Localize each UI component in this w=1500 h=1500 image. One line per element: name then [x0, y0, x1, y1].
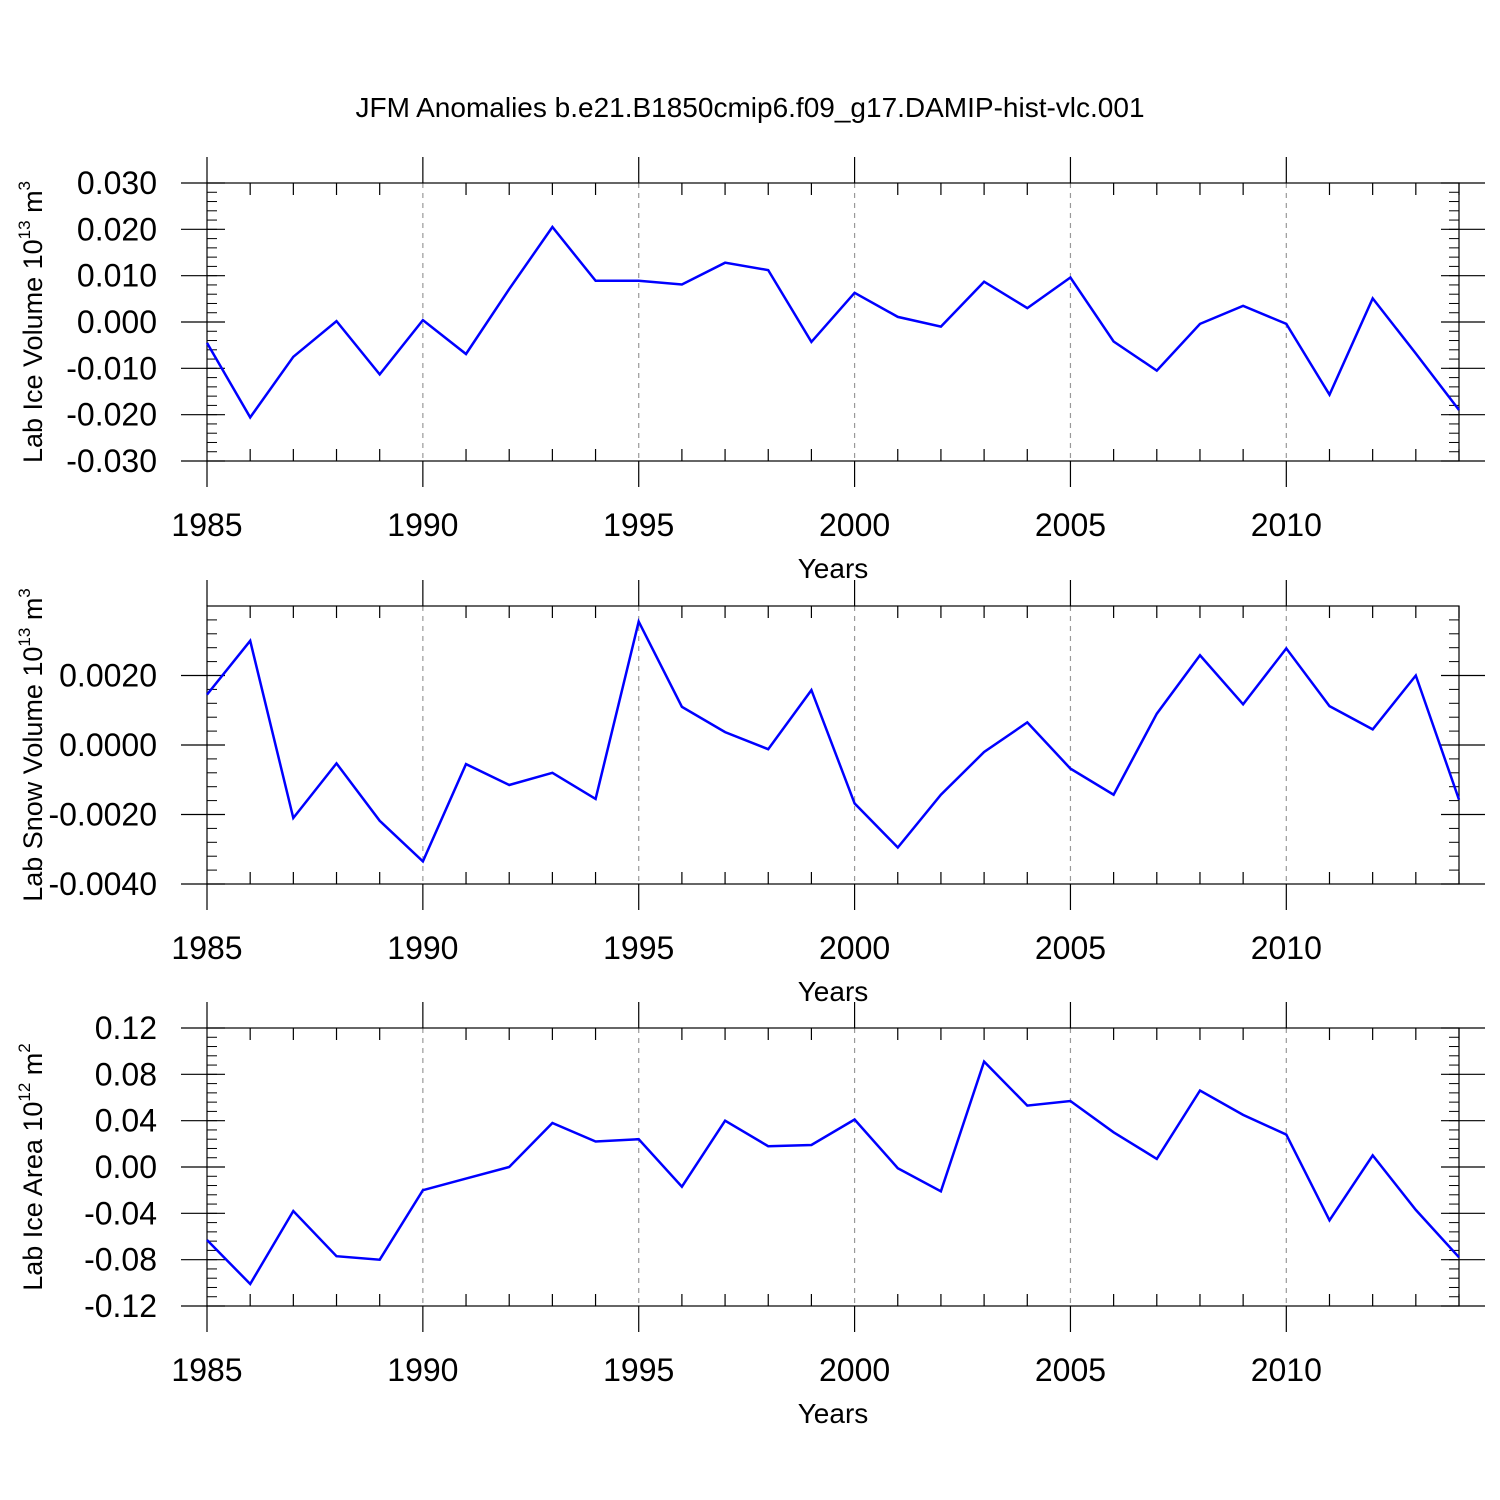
y-axis-label: Lab Ice Volume 1013 m3 — [15, 181, 48, 463]
x-tick-label: 2010 — [1251, 1352, 1322, 1388]
y-tick-label: -0.0020 — [48, 797, 157, 833]
y-tick-label: -0.030 — [66, 443, 157, 479]
plot-frame — [206, 182, 1460, 462]
series-line — [206, 1059, 1460, 1287]
figure-title: JFM Anomalies b.e21.B1850cmip6.f09_g17.D… — [355, 92, 1145, 123]
y-tick-label: 0.04 — [95, 1103, 157, 1139]
y-tick-label: -0.0040 — [48, 866, 157, 902]
x-tick-label: 1985 — [171, 1352, 242, 1388]
y-tick-label: 0.030 — [77, 165, 157, 201]
y-axis-label: Lab Snow Volume 1013 m3 — [15, 588, 48, 902]
x-tick-label: 2005 — [1035, 507, 1106, 543]
y-tick-label: 0.12 — [95, 1010, 157, 1046]
x-tick-label: 1995 — [603, 930, 674, 966]
y-tick-label: -0.04 — [84, 1195, 157, 1231]
x-tick-label: 2000 — [819, 1352, 890, 1388]
series-line — [205, 224, 1460, 420]
x-tick-label: 1995 — [603, 1352, 674, 1388]
x-tick-label: 2000 — [819, 930, 890, 966]
x-tick-label: 1985 — [171, 930, 242, 966]
x-axis-label: Years — [798, 976, 869, 1007]
y-tick-label: -0.08 — [84, 1242, 157, 1278]
plot-frame — [206, 1027, 1460, 1307]
x-tick-label: 1995 — [603, 507, 674, 543]
x-tick-label: 1990 — [387, 507, 458, 543]
chart-panel-1: 1985 1990 1995 2000 2005 2010 -0.030 -0.020 -0.0… — [15, 157, 1485, 584]
x-tick-label: 2010 — [1251, 507, 1322, 543]
y-tick-label: 0.010 — [77, 258, 157, 294]
x-tick-label: 1985 — [171, 507, 242, 543]
y-tick-label: -0.010 — [66, 350, 157, 386]
series-line — [206, 618, 1461, 864]
x-tick-label: 2000 — [819, 507, 890, 543]
x-tick-label: 1990 — [387, 930, 458, 966]
y-tick-label: 0.00 — [95, 1149, 157, 1185]
x-tick-label: 1990 — [387, 1352, 458, 1388]
y-tick-label: 0.000 — [77, 304, 157, 340]
y-tick-label: 0.020 — [77, 211, 157, 247]
x-axis-label: Years — [798, 1398, 869, 1429]
x-tick-label: 2005 — [1035, 930, 1106, 966]
y-axis-label: Lab Ice Area 1012 m2 — [15, 1043, 48, 1291]
x-axis-label: Years — [798, 553, 869, 584]
y-tick-label: 0.0020 — [59, 658, 157, 694]
y-tick-label: -0.12 — [84, 1288, 157, 1324]
y-tick-label: 0.08 — [95, 1056, 157, 1092]
x-tick-label: 2005 — [1035, 1352, 1106, 1388]
y-tick-label: -0.020 — [66, 397, 157, 433]
chart-panel-2: 1985 1990 1995 2000 2005 2010 -0.0040 -0.0020 0.… — [15, 580, 1485, 1007]
x-tick-label: 2010 — [1251, 930, 1322, 966]
y-tick-label: 0.0000 — [59, 727, 157, 763]
chart-panel-3: 1985 1990 1995 2000 2005 2010 -0.12 -0.08 -0.04 0… — [15, 1002, 1485, 1429]
